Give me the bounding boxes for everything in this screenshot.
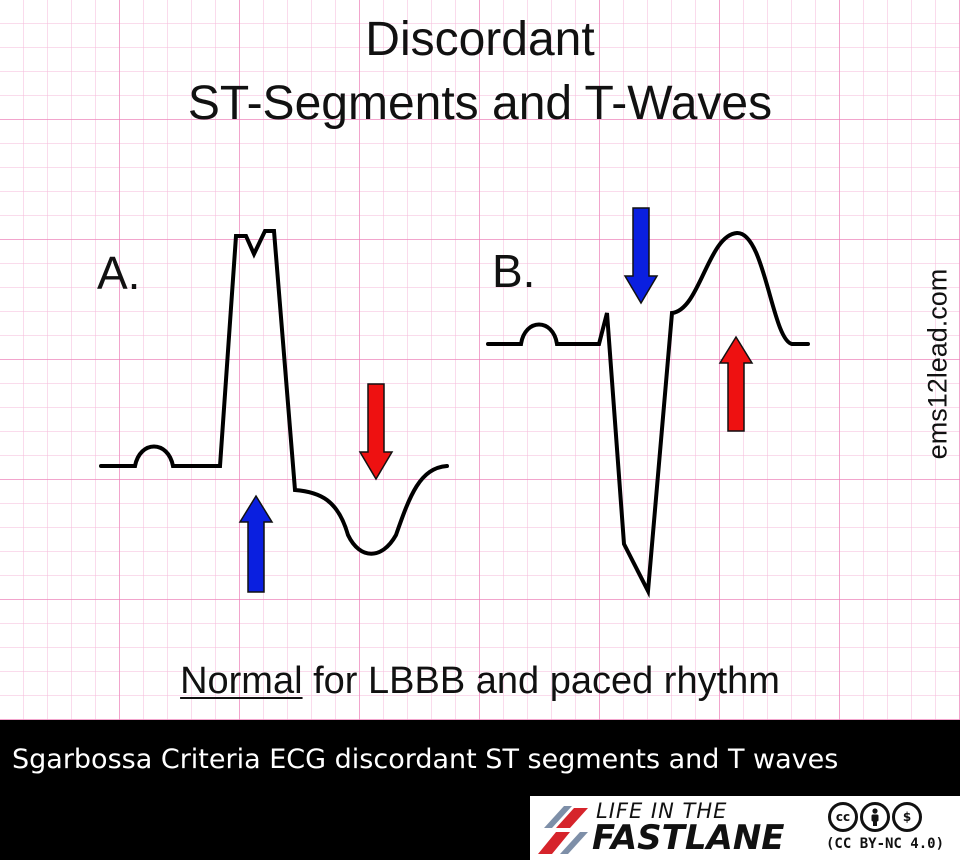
lane-stripes-icon <box>538 806 588 854</box>
st-arrow-b-down-icon <box>623 207 659 305</box>
title-line-1: Discordant <box>365 13 595 66</box>
t-arrow-a-down-icon <box>358 383 394 481</box>
ecg-trace-b <box>486 230 810 599</box>
ecg-grid-canvas: Discordant ST-Segments and T-Waves A. B.… <box>0 0 960 720</box>
title-line-2: ST-Segments and T-Waves <box>187 77 773 130</box>
footer-bar: Sgarbossa Criteria ECG discordant ST seg… <box>0 720 960 860</box>
logo-line-1: LIFE IN THE <box>596 799 728 823</box>
ecg-trace-a <box>99 229 449 556</box>
watermark: ems12lead.com <box>922 268 953 460</box>
cc-icons: cc $ <box>828 802 922 832</box>
lifeinthefastlane-logo: LIFE IN THE FASTLANE cc $ (CC BY-NC 4.0) <box>530 796 960 860</box>
caption-rest: for LBBB and paced rhythm <box>302 660 780 702</box>
license-text: (CC BY-NC 4.0) <box>826 836 945 852</box>
t-arrow-b-up-icon <box>718 335 754 432</box>
nc-icon: $ <box>892 802 922 832</box>
by-icon <box>860 802 890 832</box>
st-arrow-a-up-icon <box>238 494 274 593</box>
cc-icon: cc <box>828 802 858 832</box>
panel-b-label: B. <box>492 245 536 297</box>
panel-a-label: A. <box>97 247 141 299</box>
footer-caption: Sgarbossa Criteria ECG discordant ST seg… <box>12 744 839 775</box>
caption-emphasis: Normal <box>180 660 303 702</box>
logo-line-2: FASTLANE <box>592 818 785 858</box>
ecg-diagram <box>99 207 810 599</box>
caption: Normal for LBBB and paced rhythm <box>0 662 960 700</box>
